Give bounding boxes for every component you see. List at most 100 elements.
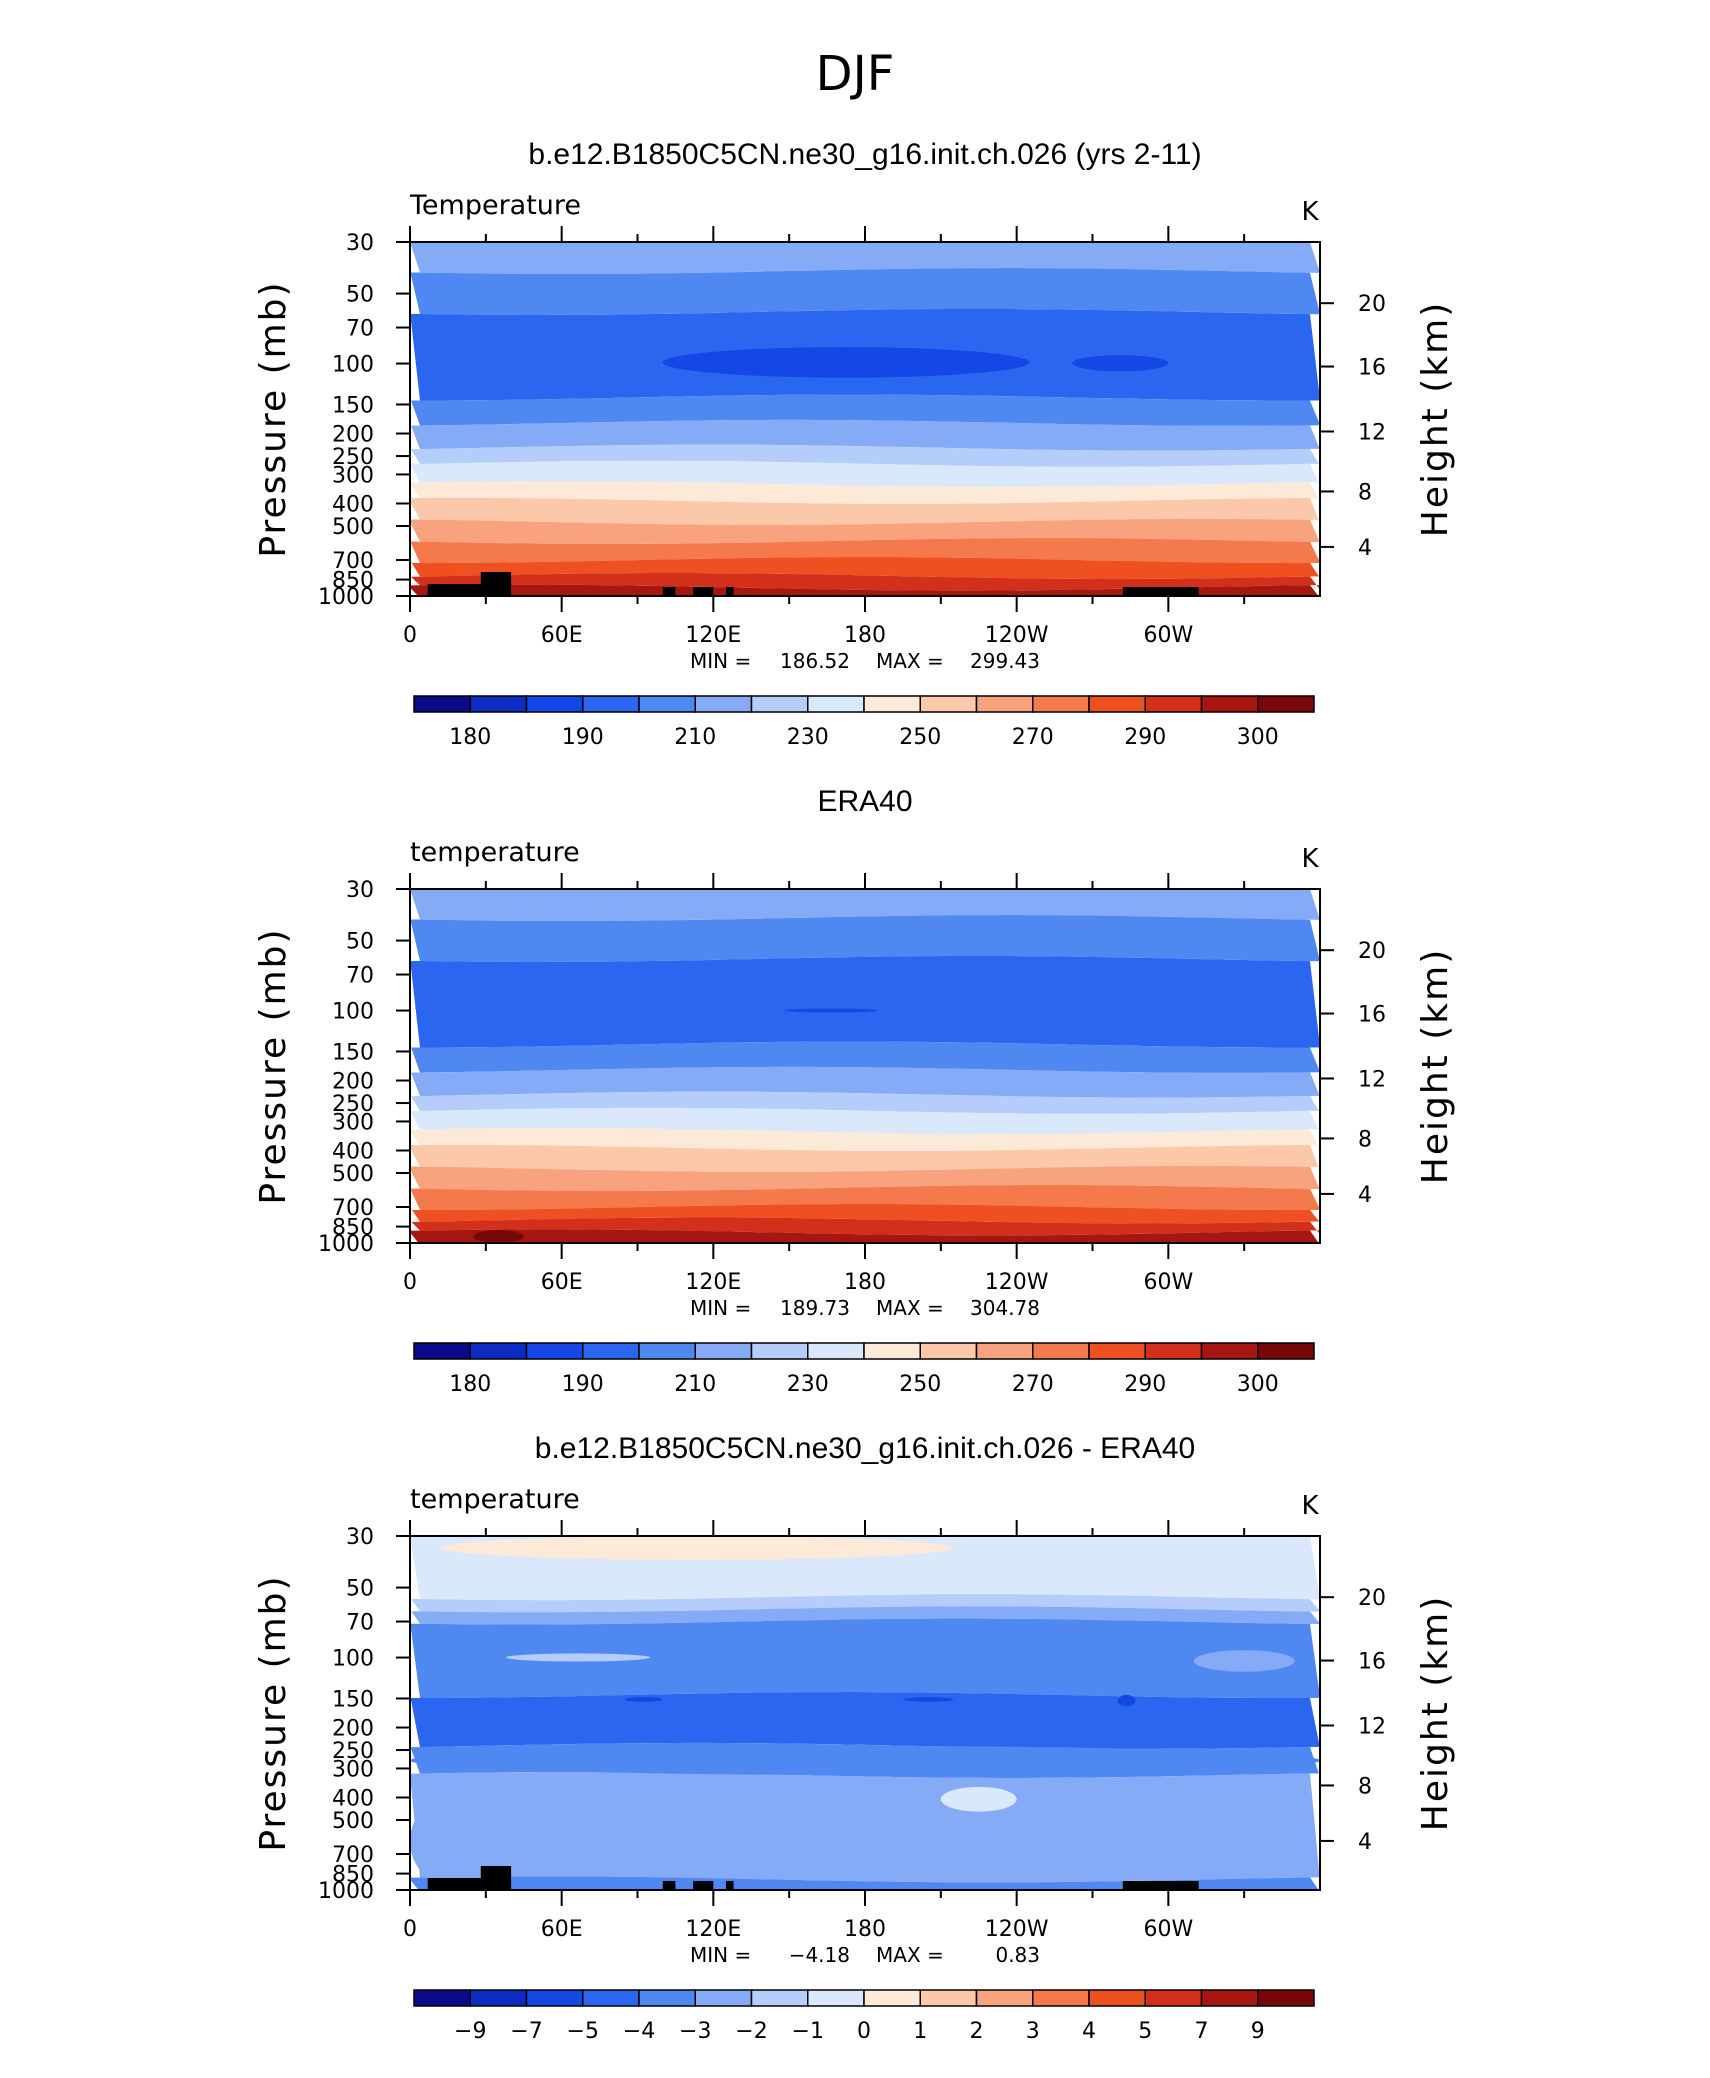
colorbar-tick-label: 300	[1237, 725, 1279, 750]
colorbar-tick-label: 190	[562, 1372, 604, 1397]
colorbar-tick-label: 300	[1237, 1372, 1279, 1397]
topography-mask	[693, 587, 714, 596]
y-tick-label: 400	[332, 492, 374, 517]
colorbar-box	[1032, 695, 1090, 713]
x-tick-label: 60E	[541, 1270, 583, 1295]
y-tick-label: 100	[332, 1647, 374, 1672]
y-right-tick-label: 12	[1358, 420, 1386, 445]
y-right-tick-label: 12	[1358, 1714, 1386, 1739]
colorbar-tick-label: 290	[1124, 1372, 1166, 1397]
contour-blob	[940, 1786, 1017, 1812]
contour-band	[410, 1185, 1320, 1210]
colorbar-box	[750, 1989, 809, 2007]
colorbar-box	[975, 1342, 1034, 1360]
topography-mask	[662, 1881, 676, 1890]
colorbar-box	[1200, 1989, 1259, 2007]
y-tick-label: 70	[346, 1611, 374, 1636]
x-tick-label: 120E	[685, 1270, 741, 1295]
colorbar-box	[1088, 695, 1146, 713]
panel-2: ERA40 temperature K 0 60E 120E 180 120W 60W 30 50 7…	[253, 785, 1456, 1397]
left-string: temperature	[410, 1484, 580, 1515]
y-right-tick-label: 20	[1358, 939, 1386, 964]
panel-title: b.e12.B1850C5CN.ne30_g16.init.ch.026 - E…	[535, 1432, 1195, 1465]
max-label: MAX =	[876, 649, 944, 673]
colorbar-tick-label: 9	[1251, 2019, 1265, 2044]
colorbar-tick-label: −3	[679, 2019, 711, 2044]
x-tick-label: 120E	[685, 623, 741, 648]
y-tick-label: 850	[332, 569, 374, 594]
colorbar-box	[919, 1342, 978, 1360]
colorbar-box	[525, 1342, 584, 1360]
colorbar-box	[1257, 695, 1315, 713]
colorbar-tick-label: 180	[449, 1372, 491, 1397]
panel-1: b.e12.B1850C5CN.ne30_g16.init.ch.026 (yr…	[253, 138, 1456, 750]
y-tick-label: 400	[332, 1786, 374, 1811]
colorbar-box	[1200, 1342, 1259, 1360]
contour-field	[410, 889, 1320, 1243]
y-tick-label: 850	[332, 1216, 374, 1241]
contour-band	[410, 1165, 1320, 1192]
y-tick-label: 70	[346, 964, 374, 989]
contour-blob	[1117, 1695, 1136, 1707]
colorbar-tick-label: 230	[787, 725, 829, 750]
min-value: 189.73	[780, 1296, 850, 1320]
units-label: K	[1301, 197, 1319, 227]
y-right-tick-label: 20	[1358, 1586, 1386, 1611]
y-tick-label: 50	[346, 283, 374, 308]
units-label: K	[1301, 844, 1319, 874]
contour-band	[410, 394, 1320, 426]
y-tick-label: 70	[346, 317, 374, 342]
y-tick-label: 100	[332, 353, 374, 378]
colorbar-box	[807, 1342, 865, 1360]
x-tick-label: 0	[403, 623, 417, 648]
y-tick-label: 150	[332, 1040, 374, 1065]
y-tick-label: 300	[332, 1110, 374, 1135]
y-right-tick-label: 4	[1358, 536, 1372, 561]
y-tick-label: 250	[332, 1739, 374, 1764]
colorbar-box	[1144, 1342, 1203, 1360]
y-tick-label: 300	[332, 463, 374, 488]
y-tick-label: 150	[332, 1687, 374, 1712]
contour-blob	[624, 1697, 663, 1702]
contour-band	[410, 1066, 1320, 1098]
colorbar-box	[919, 695, 978, 713]
contour-blob	[784, 1008, 878, 1013]
units-label: K	[1301, 1491, 1319, 1521]
max-value: 299.43	[970, 649, 1040, 673]
colorbar-box	[582, 1342, 640, 1360]
y-right-tick-label: 16	[1358, 356, 1386, 381]
y-tick-label: 500	[332, 515, 374, 540]
y-tick-label: 50	[346, 930, 374, 955]
contour-band	[410, 518, 1320, 545]
colorbar-tick-label: −9	[454, 2019, 486, 2044]
min-value: 186.52	[780, 649, 850, 673]
y-right-tick-label: 12	[1358, 1067, 1386, 1092]
colorbar-box	[469, 1342, 528, 1360]
y-right-tick-label: 8	[1358, 1127, 1372, 1152]
y-axis-label: Pressure (mb)	[253, 927, 294, 1204]
y-tick-label: 400	[332, 1139, 374, 1164]
colorbar-tick-label: 4	[1082, 2019, 1096, 2044]
y-tick-label: 30	[346, 878, 374, 903]
colorbar-tick-label: 2	[970, 2019, 984, 2044]
contour-band	[410, 1692, 1320, 1749]
colorbar-box	[1032, 1342, 1090, 1360]
contour-field	[410, 1536, 1320, 1890]
colorbar-box	[582, 695, 640, 713]
contour-band	[410, 497, 1320, 525]
contour-blob	[410, 1792, 512, 1890]
max-value: 0.83	[995, 1943, 1040, 1967]
x-tick-label: 180	[844, 1917, 886, 1942]
x-tick-label: 120E	[685, 1917, 741, 1942]
colorbar-box	[638, 695, 696, 713]
topography-mask	[480, 1866, 512, 1890]
y-axis-label: Pressure (mb)	[253, 280, 294, 557]
y-right-tick-label: 16	[1358, 1003, 1386, 1028]
contour-blob	[1193, 1650, 1295, 1672]
colorbar-box	[469, 695, 528, 713]
min-label: MIN =	[690, 1296, 751, 1320]
colorbar-tick-label: −2	[735, 2019, 767, 2044]
y-tick-label: 250	[332, 1092, 374, 1117]
contour-blob	[473, 1230, 524, 1243]
